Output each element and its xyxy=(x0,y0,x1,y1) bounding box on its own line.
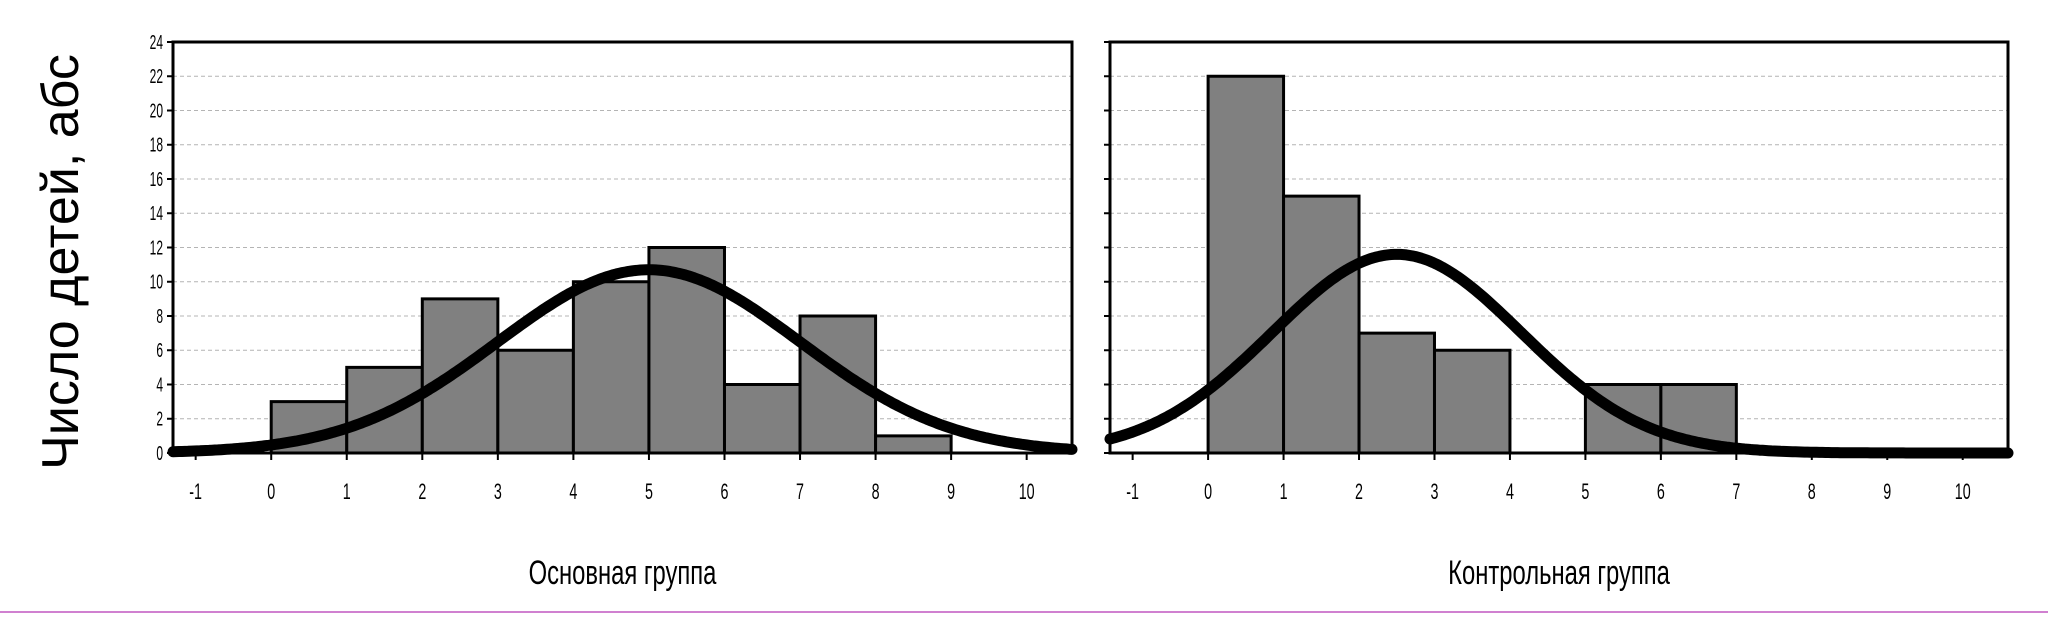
x-tick-label: 8 xyxy=(872,479,880,504)
y-tick-label: 10 xyxy=(150,272,163,294)
y-tick-label: 2 xyxy=(156,409,163,431)
y-tick-label: 6 xyxy=(156,340,163,362)
x-tick-label: 9 xyxy=(1883,479,1891,504)
x-tick-label: 8 xyxy=(1808,479,1816,504)
main-bar-4-5 xyxy=(571,280,651,455)
x-tick-label: 6 xyxy=(721,479,729,504)
x-tick-label: 1 xyxy=(343,479,351,504)
panel-control-group: -1 0 1 2 3 4 5 6 7 8 9 10 Контрольная группа xyxy=(1104,40,2014,592)
y-tick-label: 22 xyxy=(150,66,163,88)
x-tick-label: 5 xyxy=(1581,479,1589,504)
y-tick-label: 18 xyxy=(150,135,163,157)
x-tick-label: 6 xyxy=(1657,479,1665,504)
y-tick-label: 16 xyxy=(150,169,163,191)
bottom-rule xyxy=(0,611,2048,613)
x-tick-label: 9 xyxy=(947,479,955,504)
x-tick-label: -1 xyxy=(1126,479,1139,504)
main-bar-2-3 xyxy=(420,297,500,455)
x-tick-label: 7 xyxy=(1732,479,1740,504)
y-tick-label: 14 xyxy=(150,203,163,225)
control-x-axis-label: Контрольная группа xyxy=(1448,554,1670,592)
main-x-axis-label: Основная группа xyxy=(529,554,717,592)
control-bar-2-3 xyxy=(1357,331,1436,455)
y-axis-label: Число детей, абс xyxy=(32,54,90,470)
y-tick-label: 20 xyxy=(150,101,163,123)
control-bar-1-2 xyxy=(1282,194,1361,455)
y-tick-label: 4 xyxy=(156,375,163,397)
control-bar-0-1 xyxy=(1206,74,1286,455)
x-tick-label: 0 xyxy=(1204,479,1212,504)
y-tick-label: 0 xyxy=(156,443,163,465)
y-tick-label: 8 xyxy=(156,306,163,328)
x-tick-label: 5 xyxy=(645,479,653,504)
main-bar-8-9 xyxy=(874,434,953,455)
x-tick-label: -1 xyxy=(189,479,202,504)
y-tick-label: 12 xyxy=(150,238,163,260)
x-tick-label: 2 xyxy=(1355,479,1363,504)
x-tick-label: 0 xyxy=(267,479,275,504)
control-bar-3-4 xyxy=(1432,348,1512,455)
x-tick-label: 2 xyxy=(418,479,426,504)
x-tick-label: 3 xyxy=(494,479,502,504)
x-tick-label: 1 xyxy=(1280,479,1288,504)
x-tick-label: 4 xyxy=(1506,479,1514,504)
x-tick-label: 3 xyxy=(1431,479,1439,504)
y-tick-label: 24 xyxy=(150,32,163,54)
x-tick-label: 10 xyxy=(1955,479,1971,504)
main-bar-6-7 xyxy=(722,383,802,455)
x-tick-label: 7 xyxy=(796,479,804,504)
main-normal-curve xyxy=(167,264,1078,458)
x-tick-label: 10 xyxy=(1019,479,1035,504)
x-tick-label: 4 xyxy=(569,479,577,504)
main-bar-3-4 xyxy=(496,348,575,455)
